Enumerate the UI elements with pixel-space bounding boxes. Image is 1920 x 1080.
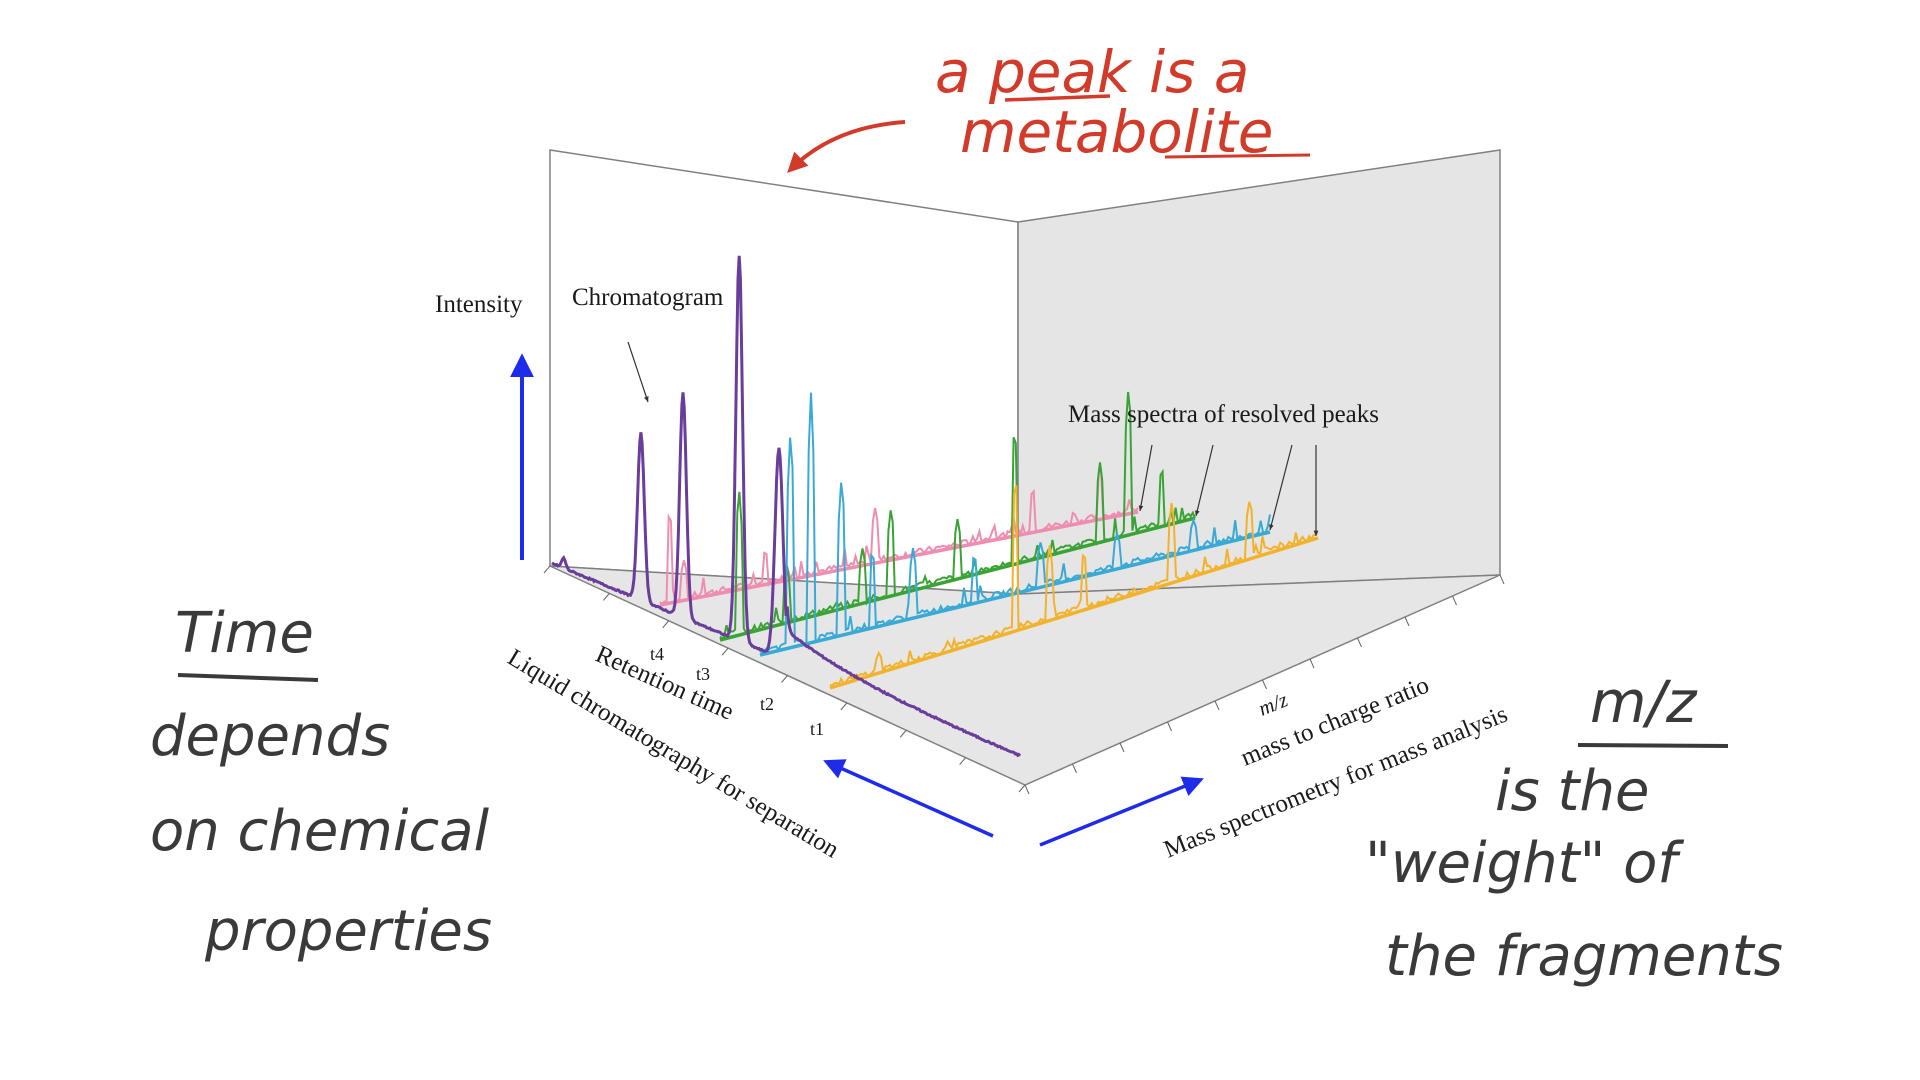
- spectrum-baseline: [659, 510, 1139, 607]
- time-tick: [840, 702, 848, 711]
- mz-tick: [1119, 742, 1125, 753]
- chromatogram-group: [551, 255, 1022, 758]
- mz-note-underline: [1577, 743, 1729, 748]
- mz-tick: [1262, 679, 1267, 690]
- mz-tick: [1309, 658, 1315, 669]
- tick-t1: t1: [810, 719, 824, 739]
- chromatogram-label: Chromatogram: [572, 284, 724, 311]
- spectrum-pointer-3: [1269, 444, 1293, 531]
- spectrum-pointer-1: [1138, 444, 1153, 512]
- spectrum-trace: [830, 485, 1319, 687]
- mz-label: m/z: [1255, 687, 1291, 720]
- time-line1: depends: [150, 704, 390, 769]
- metabolite-underline: [1164, 153, 1311, 159]
- mass-spectrum-4: [829, 485, 1319, 690]
- time-axis-arrow: [823, 759, 994, 838]
- peak-note-arrow: [787, 120, 906, 173]
- chromatogram-trace: [551, 255, 1022, 758]
- time-title: Time: [175, 601, 314, 666]
- time-tick: [543, 565, 551, 574]
- time-tick: [899, 729, 907, 738]
- intensity-label: Intensity: [435, 291, 523, 318]
- tick-t2: t2: [760, 694, 774, 714]
- mz-tick: [1452, 595, 1457, 606]
- time-underline: [177, 673, 319, 682]
- mass-spectrum-1: [659, 467, 1139, 607]
- time-line3: properties: [204, 899, 492, 964]
- mass-spectra-group: [659, 391, 1319, 690]
- peak-note-line1: a peak is a: [935, 38, 1249, 106]
- tick-t4: t4: [650, 644, 664, 664]
- mz-tick: [1499, 574, 1505, 585]
- mz-tick: [1404, 616, 1410, 627]
- chromatogram-pointer: [627, 341, 649, 403]
- mass-spectrum-3: [759, 392, 1271, 657]
- mz-note-line3: the fragments: [1385, 924, 1783, 989]
- time-tick: [721, 647, 729, 656]
- axis-ticks: [543, 565, 1505, 795]
- peak-underline: [1004, 94, 1111, 102]
- peak-note-line2: metabolite: [960, 98, 1273, 166]
- mz-note-title: m/z: [1590, 668, 1698, 736]
- time-tick: [781, 675, 788, 683]
- mz-note-line1: is the: [1495, 759, 1649, 824]
- spectrum-baseline: [759, 530, 1271, 657]
- tick-t3: t3: [696, 664, 710, 684]
- time-line2: on chemical: [150, 799, 490, 864]
- mz-axis-arrow: [1039, 776, 1204, 847]
- mz-tick: [1072, 763, 1077, 774]
- time-tick: [1018, 784, 1026, 793]
- mz-tick: [1357, 637, 1362, 648]
- time-tick: [662, 620, 670, 629]
- mz-tick: [1024, 784, 1030, 795]
- mz-tick: [1214, 700, 1220, 711]
- mz-note-line2: "weight" of: [1365, 831, 1684, 896]
- mass-spectra-label: Mass spectra of resolved peaks: [1068, 401, 1379, 428]
- spectrum-pointer-2: [1194, 444, 1214, 517]
- spectrum-baseline: [829, 536, 1319, 690]
- mz-tick: [1167, 721, 1172, 732]
- time-tick: [602, 593, 610, 601]
- time-tick: [959, 757, 967, 765]
